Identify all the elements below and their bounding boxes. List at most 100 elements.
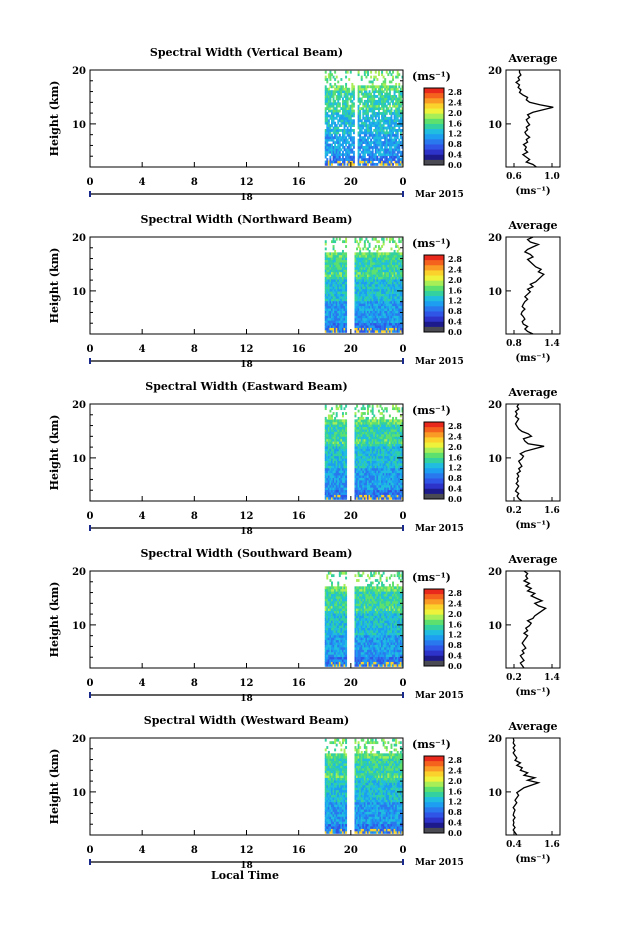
heatmap-cell bbox=[398, 248, 400, 251]
heatmap-cell bbox=[361, 78, 363, 81]
heatmap-cell bbox=[345, 485, 347, 488]
heatmap-cell bbox=[376, 163, 378, 166]
heatmap-cell bbox=[398, 407, 400, 410]
heatmap-cell bbox=[353, 110, 355, 113]
heatmap-cell bbox=[372, 407, 374, 410]
heatmap-cell bbox=[353, 122, 355, 125]
colorbar-tick-label: 2.4 bbox=[448, 97, 462, 107]
heatmap-cell bbox=[370, 129, 372, 132]
heatmap-cell bbox=[372, 131, 374, 134]
heatmap-cell bbox=[325, 71, 327, 74]
colorbar-swatch bbox=[424, 276, 444, 282]
heatmap-cell bbox=[365, 122, 367, 125]
date-label: Mar 2015 bbox=[415, 190, 464, 200]
heatmap-cell bbox=[364, 156, 366, 159]
heatmap-cell bbox=[358, 73, 360, 76]
heatmap-cell bbox=[345, 325, 347, 328]
heatmap-cell bbox=[378, 410, 380, 413]
x-tick-label: 4 bbox=[139, 511, 146, 522]
heatmap-cell bbox=[395, 83, 397, 86]
heatmap-cell bbox=[326, 577, 328, 580]
heatmap-cell bbox=[372, 405, 374, 408]
heatmap-cell bbox=[359, 153, 361, 156]
colorbar-tick-label: 1.2 bbox=[448, 463, 462, 473]
heatmap-cell bbox=[383, 240, 385, 243]
heatmap-cell bbox=[367, 240, 369, 243]
heatmap-cell bbox=[353, 114, 355, 117]
heatmap-cell bbox=[326, 117, 328, 120]
heatmap-cell bbox=[356, 240, 358, 243]
heatmap-cell bbox=[337, 127, 339, 130]
heatmap-cell bbox=[370, 139, 372, 142]
heatmap-cell bbox=[375, 417, 377, 420]
heatmap-cell bbox=[397, 245, 399, 248]
heatmap-cell bbox=[358, 158, 360, 161]
heatmap-cell bbox=[334, 417, 336, 420]
heatmap-cell bbox=[345, 284, 347, 287]
heatmap-cell bbox=[326, 81, 328, 84]
heatmap-cell bbox=[350, 117, 352, 120]
colorbar-swatch bbox=[424, 427, 444, 433]
heatmap-cell bbox=[353, 119, 355, 122]
heatmap-cell bbox=[394, 127, 396, 130]
heatmap-cell bbox=[358, 71, 360, 74]
heatmap-cell bbox=[381, 146, 383, 149]
heatmap-cell bbox=[392, 76, 394, 79]
heatmap-cell bbox=[359, 248, 361, 251]
heatmap-cell bbox=[334, 240, 336, 243]
heatmap-cell bbox=[383, 238, 385, 241]
heatmap-cell bbox=[397, 88, 399, 91]
heatmap-cell bbox=[398, 73, 400, 76]
heatmap-cell bbox=[350, 97, 352, 100]
heatmap-cell bbox=[334, 250, 336, 253]
heatmap-cell bbox=[345, 277, 347, 280]
colorbar-swatch bbox=[424, 473, 444, 479]
heatmap-cell bbox=[389, 240, 391, 243]
heatmap-cell bbox=[329, 156, 331, 159]
heatmap-cell bbox=[329, 78, 331, 81]
heatmap-cell bbox=[359, 250, 361, 253]
heatmap-cell bbox=[339, 97, 341, 100]
x-tick-label: 0 bbox=[87, 344, 94, 355]
heatmap-cell bbox=[387, 107, 389, 110]
heatmap-cell bbox=[329, 410, 331, 413]
colorbar-swatch bbox=[424, 291, 444, 297]
heatmap-cell bbox=[348, 141, 350, 144]
heatmap-cell bbox=[370, 127, 372, 130]
heatmap-cell bbox=[333, 139, 335, 142]
heatmap-cell bbox=[365, 238, 367, 241]
heatmap-cell bbox=[359, 240, 361, 243]
heatmap-cell bbox=[345, 451, 347, 454]
heatmap-cell bbox=[345, 240, 347, 243]
heatmap-cell bbox=[340, 405, 342, 408]
heatmap-cell bbox=[365, 90, 367, 93]
heatmap-cell bbox=[353, 112, 355, 115]
heatmap-cell bbox=[373, 97, 375, 100]
heatmap-cell bbox=[370, 93, 372, 96]
heatmap-cell bbox=[331, 73, 333, 76]
heatmap-cell bbox=[373, 119, 375, 122]
colorbar-swatch bbox=[424, 129, 444, 135]
colorbar-tick-label: 0.8 bbox=[448, 139, 462, 149]
panel-3: Spectral Width (Southward Beam)2010Heigh… bbox=[48, 547, 560, 704]
heatmap-cell bbox=[348, 88, 350, 91]
heatmap-cell bbox=[345, 458, 347, 461]
colorbar-tick-label: 0.8 bbox=[448, 306, 462, 316]
heatmap-cell bbox=[331, 124, 333, 127]
heatmap-cell bbox=[353, 131, 355, 134]
heatmap-cell bbox=[345, 468, 347, 471]
heatmap-cell bbox=[369, 148, 371, 151]
heatmap-cell bbox=[367, 248, 369, 251]
colorbar-tick-label: 2.4 bbox=[448, 431, 462, 441]
heatmap-cell bbox=[372, 117, 374, 120]
heatmap-cell bbox=[395, 243, 397, 246]
heatmap-cell bbox=[364, 243, 366, 246]
colorbar-tick-label: 0.4 bbox=[448, 484, 462, 494]
heatmap-cell bbox=[397, 136, 399, 139]
x-tick-label: 20 bbox=[344, 511, 358, 522]
heatmap-cell bbox=[390, 124, 392, 127]
x-tick-label: 4 bbox=[139, 344, 146, 355]
colorbar-swatch bbox=[424, 93, 444, 99]
heatmap-cell bbox=[353, 85, 355, 88]
heatmap-cell bbox=[345, 296, 347, 299]
